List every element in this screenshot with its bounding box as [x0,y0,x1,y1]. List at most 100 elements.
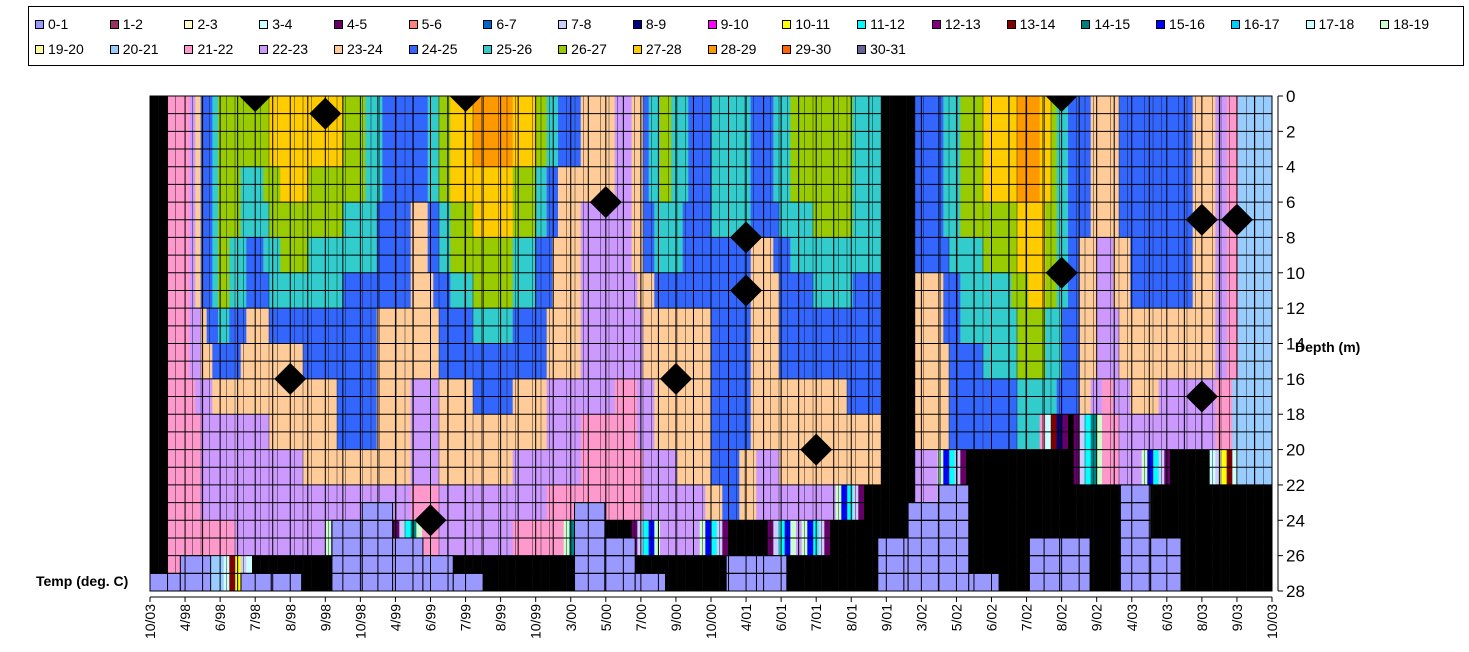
legend-item-2-3: 2-3 [184,15,218,33]
x-tick-label: 8/98 [282,604,298,631]
legend-label: 8-9 [645,16,667,32]
x-tick-label: 10/98 [352,604,368,639]
bottom-cell [604,555,636,574]
x-tick-label: 9/02 [1089,604,1105,631]
bottom-cell [1119,502,1152,521]
legend-swatch [333,19,343,29]
x-tick-label: 7/99 [458,604,474,631]
legend-swatch [35,44,44,54]
x-tick-label: 4/01 [738,604,754,631]
y-tick-label: 18 [1286,405,1305,424]
x-tick-label: 6/01 [773,604,789,631]
bottom-cell [968,572,1000,592]
legend-label: 28-29 [720,41,757,57]
legend-item-26-27: 26-27 [558,40,607,58]
legend-swatch [259,19,269,29]
x-tick-label: 3/00 [563,604,579,631]
marker-diamond [1045,256,1078,289]
x-tick-label: 4/99 [387,604,403,631]
y-tick-label: 12 [1286,299,1305,318]
x-tick-label: 8/02 [1054,604,1070,631]
legend-item-1-2: 1-2 [109,15,143,33]
top-mask [0,70,1469,96]
bottom-cell [937,555,970,574]
x-tick-label: 9/01 [878,604,894,631]
legend-swatch [483,44,493,54]
legend-label: 14-15 [1094,16,1131,32]
legend-swatch [1230,19,1240,29]
legend-item-5-6: 5-6 [408,15,442,33]
legend-label: 22-23 [272,41,309,57]
legend-label: 4-5 [346,16,368,32]
x-tick-label: 5/00 [598,604,614,631]
legend-label: 9-10 [720,16,749,32]
legend-item-11-12: 11-12 [857,15,905,33]
bottom-cell [331,519,363,539]
bottom-cell [1150,537,1182,557]
legend-item-27-28: 27-28 [632,40,682,58]
legend-item-8-9: 8-9 [632,15,667,33]
bottom-cell [240,572,272,592]
y-tick-label: 6 [1286,193,1295,212]
x-tick-label: 7/98 [247,604,263,631]
x-tick-label: 3/02 [913,604,929,631]
bottom-cell [937,572,970,592]
legend-label: 18-19 [1393,16,1430,32]
y-tick-label: 22 [1286,476,1305,495]
bottom-cell [907,555,939,574]
y-tick-label: 24 [1286,511,1305,530]
legend-swatch [1156,19,1166,29]
marker-diamond [309,97,342,130]
marker-diamond [274,362,307,395]
bottom-cell [634,572,667,592]
legend-label: 21-22 [197,41,234,57]
plot-frame [149,95,1273,592]
bottom-cell [574,555,606,574]
legend-swatch [1380,19,1390,29]
bottom-cell [1059,537,1091,557]
marker-diamond [800,433,833,466]
bottom-cell [604,572,636,592]
bottom-cell [331,572,363,592]
legend-label: 5-6 [421,16,442,32]
bottom-cell [1150,572,1182,592]
x-tick-label: 7/02 [1019,604,1035,631]
bottom-cell [1119,572,1152,592]
x-tick-label: 7/01 [808,604,824,631]
legend-swatch [1305,19,1315,29]
bottom-cell [422,555,454,574]
marker-diamond [589,186,622,219]
legend-item-17-18: 17-18 [1305,15,1354,33]
x-tick-label: 8/99 [493,604,509,631]
legend-label: 12-13 [944,16,981,32]
bottom-cell [1150,555,1182,574]
marker-diamond [1220,203,1253,236]
legend-swatch [782,19,792,29]
bottom-cell [1119,537,1152,557]
right-mask [1272,70,1469,600]
x-tick-label: 9/98 [317,604,333,631]
x-tick-label: 6/99 [423,604,439,631]
bottom-cell [331,537,363,557]
legend-swatch [707,19,717,29]
legend-swatch [782,44,792,54]
legend-swatch [632,44,642,54]
bottom-cell [1119,484,1152,504]
y-tick-label: 10 [1286,264,1305,283]
legend-swatch [408,19,418,29]
left-mask [0,70,150,600]
bottom-cell [604,537,636,557]
legend-label: 29-30 [795,41,832,57]
legend-label: 27-28 [645,41,682,57]
bottom-cell [937,519,970,539]
legend-item-13-14: 13-14 [1006,15,1055,33]
bottom-cell [755,555,788,574]
legend-swatch [333,44,343,54]
legend-item-3-4: 3-4 [259,15,292,33]
bottom-cell [574,572,606,592]
side-label: Temp (deg. C) [36,573,129,589]
legend-label: 2-3 [197,16,218,32]
y-tick-label: 8 [1286,228,1295,247]
legend-swatch [931,19,941,29]
